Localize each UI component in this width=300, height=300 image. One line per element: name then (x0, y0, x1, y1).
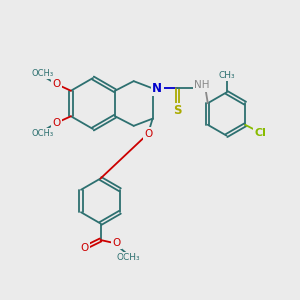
Text: O: O (52, 79, 61, 89)
Text: O: O (80, 243, 89, 253)
Text: O: O (52, 118, 61, 128)
Text: N: N (152, 82, 162, 95)
Text: NH: NH (194, 80, 209, 90)
Text: OCH₃: OCH₃ (116, 254, 140, 262)
Text: O: O (144, 129, 152, 139)
Text: O: O (112, 238, 121, 248)
Text: S: S (173, 104, 182, 117)
Text: CH₃: CH₃ (218, 71, 235, 80)
Text: OCH₃: OCH₃ (32, 69, 53, 77)
Text: OCH₃: OCH₃ (32, 129, 53, 138)
Text: Cl: Cl (254, 128, 266, 138)
